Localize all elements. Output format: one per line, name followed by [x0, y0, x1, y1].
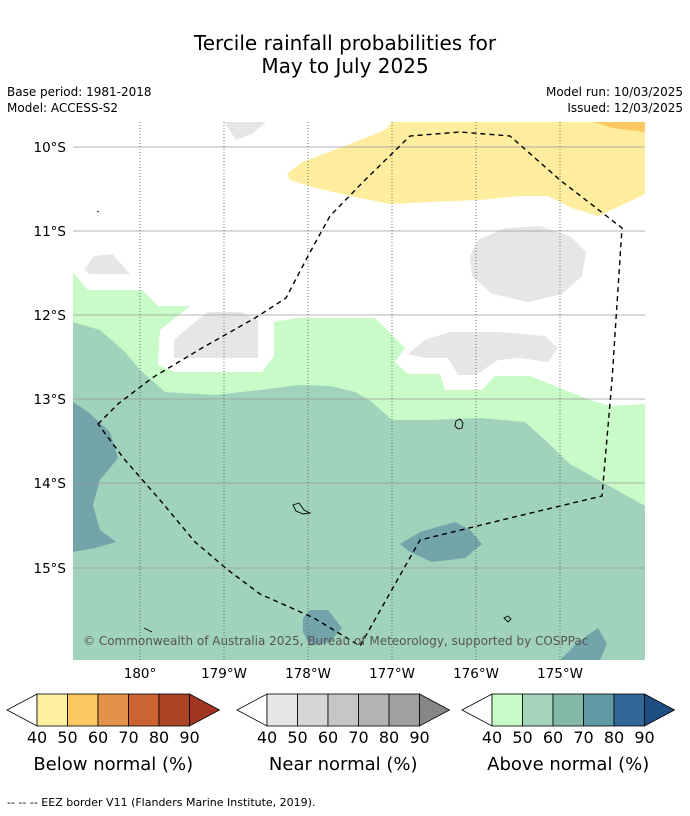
island-central	[292, 502, 312, 515]
near-normal-colorbar-segment	[388, 693, 420, 727]
above-normal-colorbar-min-arrow	[461, 693, 493, 727]
below-normal-colorbar-max-arrow	[189, 693, 221, 727]
below-normal-colorbar-tick: 40	[27, 728, 47, 747]
above-normal-60-70-south	[400, 522, 482, 562]
near-normal-colorbar-min-arrow	[236, 693, 268, 727]
copyright-text: © Commonwealth of Australia 2025, Bureau…	[83, 634, 588, 648]
eez-border	[97, 131, 623, 647]
colorbar-legend: 40 50 60 70 80 90 Below normal (%) 40 50 60 70 80 90…	[6, 693, 676, 775]
issued-date: Issued: 12/03/2025	[567, 101, 683, 115]
above-normal-colorbar: 40 50 60 70 80 90 Above normal (%)	[461, 693, 676, 775]
islands	[96, 210, 512, 633]
island-southwest	[143, 627, 153, 633]
lat-label-10s: 10°S	[34, 140, 67, 156]
below-normal-colorbar-tick: 60	[88, 728, 108, 747]
near-normal-colorbar-title: Near normal (%)	[269, 754, 418, 775]
lon-label-179w: 179°W	[201, 666, 247, 682]
above-normal-colorbar-segment	[613, 693, 645, 727]
below-normal-colorbar-tick: 50	[57, 728, 77, 747]
below-normal-40-50-region	[287, 122, 645, 216]
near-normal-colorbar-segment	[266, 693, 298, 727]
below-normal-colorbar-title: Below normal (%)	[33, 754, 193, 775]
above-normal-colorbar-segment	[522, 693, 554, 727]
above-normal-60-70-west	[73, 402, 118, 552]
island-southeast	[503, 615, 512, 623]
below-normal-colorbar: 40 50 60 70 80 90 Below normal (%)	[6, 693, 221, 775]
above-normal-50-60-region	[73, 322, 645, 660]
below-normal-colorbar-segment	[36, 693, 68, 727]
near-normal-colorbar-tick: 80	[379, 728, 399, 747]
below-normal-50-60-corner	[594, 122, 645, 132]
above-normal-colorbar-tick: 60	[543, 728, 563, 747]
lat-label-15s: 15°S	[34, 561, 67, 577]
near-normal-40-50-top	[224, 122, 266, 140]
title-line1: Tercile rainfall probabilities for	[193, 31, 497, 55]
lat-label-13s: 13°S	[34, 392, 67, 408]
longitude-labels: 180° 179°W 178°W 177°W 176°W 175°W	[124, 666, 583, 682]
above-normal-colorbar-tick: 40	[482, 728, 502, 747]
near-normal-colorbar-max-arrow	[419, 693, 451, 727]
base-period: Base period: 1981-2018	[7, 85, 152, 99]
above-normal-colorbar-tick: 90	[634, 728, 654, 747]
above-normal-60-70-southcentral	[303, 610, 342, 646]
near-normal-colorbar-segment	[358, 693, 390, 727]
above-normal-colorbar-segment	[583, 693, 615, 727]
lat-label-12s: 12°S	[34, 308, 67, 324]
below-normal-colorbar-segment	[67, 693, 99, 727]
lon-label-178w: 178°W	[285, 666, 331, 682]
model-run: Model run: 10/03/2025	[545, 85, 683, 99]
near-normal-colorbar-tick: 70	[348, 728, 368, 747]
near-normal-40-50-west	[84, 254, 130, 274]
lon-label-180: 180°	[124, 666, 157, 682]
lat-label-14s: 14°S	[34, 476, 67, 492]
map-area: © Commonwealth of Australia 2025, Bureau…	[73, 122, 645, 660]
below-normal-colorbar-tick: 80	[149, 728, 169, 747]
above-normal-colorbar-tick: 70	[573, 728, 593, 747]
lon-label-177w: 177°W	[369, 666, 415, 682]
above-normal-60-70-southeast	[560, 628, 607, 660]
above-normal-colorbar-segment	[552, 693, 584, 727]
below-normal-colorbar-tick: 90	[179, 728, 199, 747]
eez-border-note: -- -- -- EEZ border V11 (Flanders Marine…	[7, 796, 316, 809]
above-normal-colorbar-max-arrow	[644, 693, 676, 727]
above-normal-colorbar-segment	[491, 693, 523, 727]
above-normal-colorbar-tick: 50	[512, 728, 532, 747]
lat-label-11s: 11°S	[34, 224, 67, 240]
near-normal-colorbar-segment	[327, 693, 359, 727]
near-normal-40-50-east	[470, 226, 586, 302]
near-normal-colorbar: 40 50 60 70 80 90 Near normal (%)	[236, 693, 451, 775]
below-normal-colorbar-segment	[97, 693, 129, 727]
title-line2: May to July 2025	[261, 54, 429, 78]
near-normal-colorbar-tick: 60	[318, 728, 338, 747]
below-normal-colorbar-segment	[158, 693, 190, 727]
lon-label-176w: 176°W	[453, 666, 499, 682]
below-normal-colorbar-segment	[128, 693, 160, 727]
near-normal-colorbar-tick: 50	[287, 728, 307, 747]
near-normal-colorbar-segment	[297, 693, 329, 727]
below-normal-colorbar-min-arrow	[6, 693, 38, 727]
lon-label-175w: 175°W	[537, 666, 583, 682]
latitude-gridlines	[73, 146, 645, 569]
island-dot	[96, 210, 100, 213]
near-normal-colorbar-tick: 90	[409, 728, 429, 747]
island-north	[454, 418, 464, 430]
below-normal-colorbar-tick: 70	[118, 728, 138, 747]
near-normal-40-50-central	[174, 312, 258, 358]
near-normal-colorbar-tick: 40	[257, 728, 277, 747]
latitude-labels: 10°S 11°S 12°S 13°S 14°S 15°S	[34, 140, 67, 577]
above-normal-colorbar-title: Above normal (%)	[487, 754, 649, 775]
above-normal-colorbar-tick: 80	[604, 728, 624, 747]
near-normal-40-50-central-east	[408, 332, 558, 375]
model-name: Model: ACCESS-S2	[7, 101, 119, 115]
